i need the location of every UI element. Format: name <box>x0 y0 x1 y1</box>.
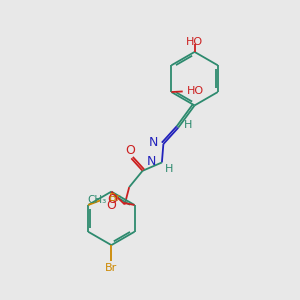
Text: O: O <box>106 200 116 212</box>
Text: O: O <box>125 144 135 158</box>
Text: O: O <box>108 194 118 206</box>
Text: H: H <box>184 120 192 130</box>
Text: Br: Br <box>109 193 121 202</box>
Text: HO: HO <box>186 37 203 46</box>
Text: N: N <box>148 136 158 149</box>
Text: N: N <box>147 155 157 168</box>
Text: CH₃: CH₃ <box>87 195 106 205</box>
Text: H: H <box>165 164 173 174</box>
Text: Br: Br <box>105 263 118 273</box>
Text: HO: HO <box>187 85 204 96</box>
